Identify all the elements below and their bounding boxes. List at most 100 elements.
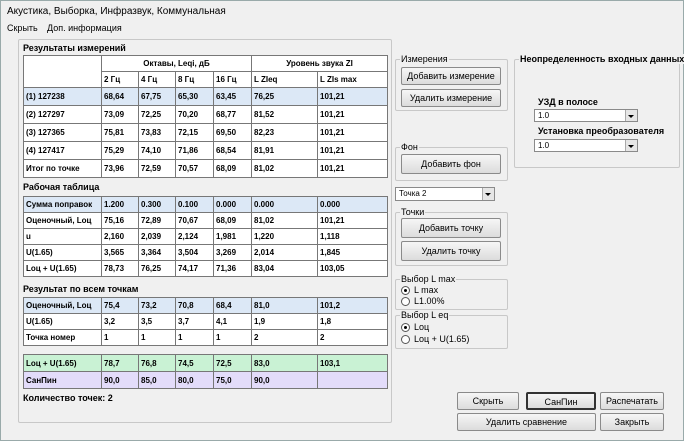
radio[interactable] (401, 323, 410, 332)
table-row: u 2,160 2,039 2,124 1,981 1,220 1,118 (23, 228, 388, 245)
radio-label[interactable]: Lоц + U(1.65) (414, 334, 470, 344)
group-title: Выбор L eq (400, 310, 450, 320)
table-cell: 80,0 (175, 371, 214, 389)
group-title: Измерения (400, 54, 449, 64)
row-label: Оценочный, Lоц (23, 297, 102, 314)
select-value: Точка 2 (399, 189, 427, 198)
section-title: Результаты измерений (23, 43, 126, 53)
select-value: 1.0 (538, 141, 550, 150)
button[interactable]: Закрыть (600, 413, 664, 431)
button[interactable]: Скрыть (457, 392, 519, 410)
table-cell: 1 (213, 329, 252, 346)
header-cell: L ZIeq (251, 71, 319, 88)
point-count: Количество точек: 2 (23, 393, 113, 403)
table-cell: 73,09 (101, 105, 139, 124)
button[interactable]: Удалить точку (401, 241, 501, 261)
menu-item[interactable]: Доп. информация (47, 23, 122, 33)
table-row: Оценочный, Lоц 75,4 73,2 70,8 68,4 81,0 101,2 (23, 297, 388, 314)
table-cell: 1,8 (317, 313, 388, 330)
point-select[interactable]: Точка 2 (395, 187, 495, 201)
table-cell: 72,5 (213, 354, 252, 372)
table-cell: 78,7 (101, 354, 139, 372)
table-cell: 3,504 (175, 244, 214, 261)
group-box: Фон (395, 142, 508, 181)
table-cell: 0.000 (213, 196, 252, 213)
table-cell: 85,0 (138, 371, 176, 389)
table-row: Сумма поправок 1.200 0.300 0.100 0.000 0.000 0… (23, 196, 388, 213)
table-row: Lоц + U(1.65) 78,73 76,25 74,17 71,36 83,04 10… (23, 260, 388, 277)
table-cell: 72,59 (138, 159, 176, 178)
radio[interactable] (401, 286, 410, 295)
button[interactable]: Удалить сравнение (457, 413, 596, 431)
button[interactable]: Удалить измерение (401, 89, 501, 107)
button[interactable]: СанПин (526, 392, 596, 410)
table-cell: 69,50 (212, 123, 253, 142)
button[interactable]: Распечатать (600, 392, 664, 410)
header-cell: 4 Гц (138, 71, 176, 88)
table-cell: 3,364 (138, 244, 176, 261)
select[interactable]: 1.0 (534, 109, 638, 122)
section-title: Рабочая таблица (23, 182, 100, 192)
table-cell: 2,039 (138, 228, 176, 245)
table-cell: 1 (175, 329, 214, 346)
table-cell: 75,29 (101, 141, 139, 160)
radio[interactable] (401, 335, 410, 344)
table-cell: 2,014 (251, 244, 318, 261)
header-row: Октавы, Leqi, дБ Уровень звука ZI (23, 55, 389, 88)
table-cell: 71,86 (175, 141, 214, 160)
radio-label[interactable]: Lоц (414, 322, 430, 332)
table-cell (317, 371, 388, 389)
table-cell: 81,91 (251, 141, 319, 160)
row-label: (2) 127297 (23, 105, 102, 124)
table-cell: 71,36 (213, 260, 252, 277)
table-cell: 101,2 (317, 297, 388, 314)
table-cell: 1,845 (317, 244, 388, 261)
button[interactable]: Добавить точку (401, 218, 501, 238)
table-cell: 3,565 (101, 244, 139, 261)
row-label: Lоц + U(1.65) (23, 260, 102, 277)
table-row: Оценочный, Lоц 75,16 72,89 70,67 68,09 81,02 1… (23, 212, 388, 229)
radio[interactable] (401, 297, 410, 306)
table-cell: 78,73 (101, 260, 139, 277)
radio-label[interactable]: L1.00% (414, 296, 445, 306)
left-panel (18, 39, 392, 423)
table-cell: 75,0 (213, 371, 252, 389)
table-cell: 68,09 (213, 212, 252, 229)
table-cell: 75,16 (101, 212, 139, 229)
header-cell: 2 Гц (101, 71, 139, 88)
table-cell: 72,15 (175, 123, 214, 142)
radio-label[interactable]: L max (414, 285, 439, 295)
select[interactable]: 1.0 (534, 139, 638, 152)
button[interactable]: Добавить измерение (401, 67, 501, 85)
table-cell: 101,21 (317, 141, 389, 160)
table-cell: 73,83 (138, 123, 176, 142)
field-label: УЗД в полосе (538, 97, 598, 107)
row-label: Итог по точке (23, 159, 102, 178)
button[interactable]: Добавить фон (401, 154, 501, 174)
table-cell: 2 (317, 329, 388, 346)
table-cell: 68,64 (101, 87, 139, 106)
table-cell: 70,8 (175, 297, 214, 314)
header-cell: 8 Гц (175, 71, 214, 88)
table-cell: 0.000 (317, 196, 388, 213)
table-cell: 1,9 (251, 313, 318, 330)
table-row: Lоц + U(1.65) 78,7 76,8 74,5 72,5 83,0 103,1 (23, 354, 388, 372)
group-box: Выбор L max (395, 274, 508, 310)
group-box: Точки (395, 207, 508, 266)
table-cell: 76,25 (251, 87, 319, 106)
table-row: (4) 127417 75,29 74,10 71,86 68,54 81,91 101,2… (23, 141, 389, 160)
group-title: Фон (400, 142, 419, 152)
table-cell: 65,30 (175, 87, 214, 106)
menu-item[interactable]: Скрыть (7, 23, 38, 33)
table-cell: 68,4 (213, 297, 252, 314)
group-box: Измерения (395, 54, 508, 111)
table-cell: 3,2 (101, 313, 139, 330)
table-cell: 0.100 (175, 196, 214, 213)
table-cell: 4,1 (213, 313, 252, 330)
table-cell: 1.200 (101, 196, 139, 213)
row-label: (4) 127417 (23, 141, 102, 160)
row-label: Точка номер (23, 329, 102, 346)
row-label: Сумма поправок (23, 196, 102, 213)
table-cell: 74,17 (175, 260, 214, 277)
group-title: Неопределенность входных данных: (519, 54, 684, 64)
